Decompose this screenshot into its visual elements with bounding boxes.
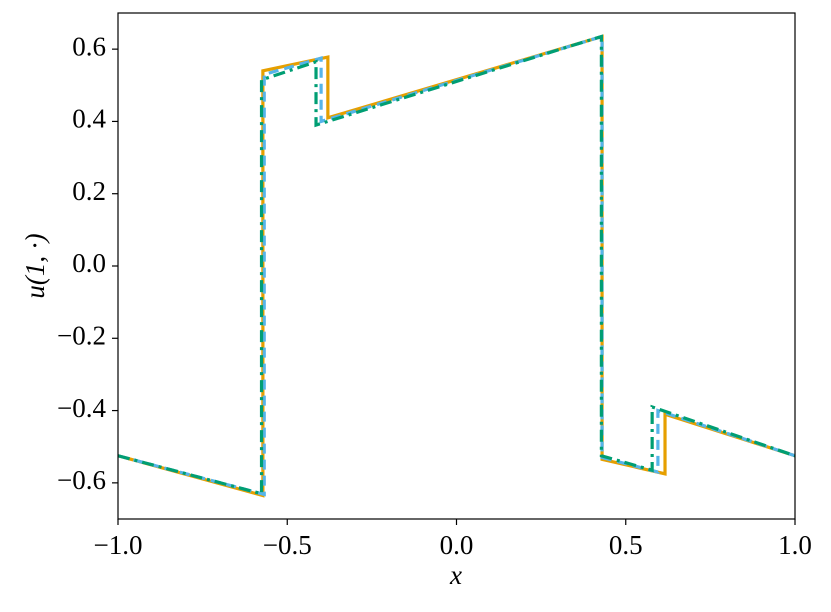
y-tick-label: 0.0 [72, 248, 106, 278]
line-series [117, 34, 796, 498]
plot-frame [117, 12, 796, 520]
y-tick-label: 0.6 [72, 31, 106, 61]
y-axis-label: u(1, ·) [20, 233, 50, 298]
x-tick-label: −0.5 [263, 530, 312, 560]
x-tick-label: −1.0 [94, 530, 143, 560]
x-tick-label: 0.5 [609, 530, 643, 560]
y-tick-label: −0.2 [57, 320, 106, 350]
x-tick-label: 0.0 [440, 530, 474, 560]
x-axis-label: x [449, 560, 462, 590]
y-tick-label: −0.4 [57, 393, 106, 423]
y-tick-label: −0.6 [57, 465, 106, 495]
x-tick-label: 1.0 [778, 530, 812, 560]
line-series [117, 34, 796, 496]
y-tick-label: 0.2 [72, 176, 106, 206]
line-series [117, 34, 796, 497]
y-tick-label: 0.4 [72, 104, 106, 134]
